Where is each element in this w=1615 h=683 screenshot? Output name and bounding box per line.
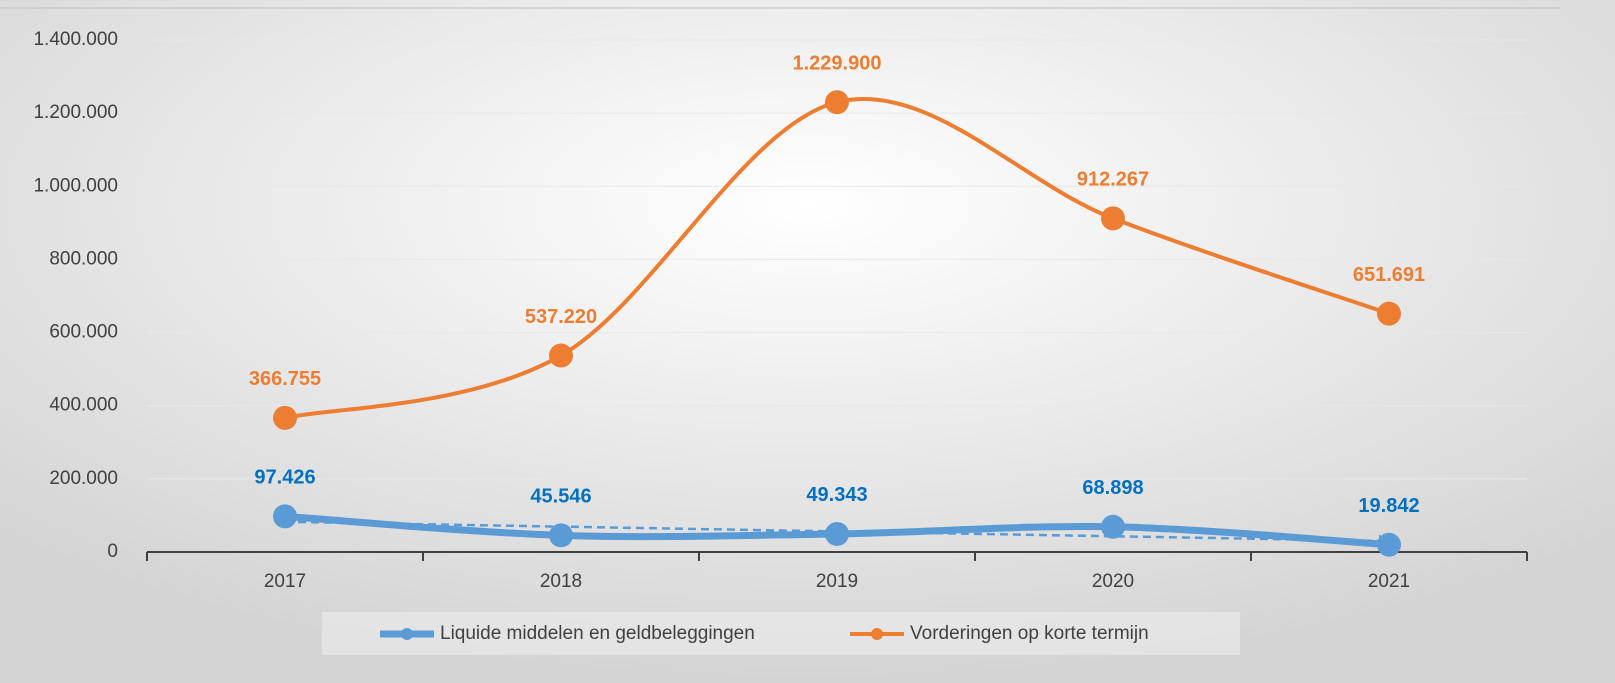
value-label: 68.898 bbox=[1082, 477, 1143, 499]
y-tick-label: 800.000 bbox=[49, 248, 118, 269]
point bbox=[273, 504, 297, 529]
y-tick-label: 1.200.000 bbox=[33, 102, 118, 123]
y-tick-label: 600.000 bbox=[49, 322, 118, 343]
value-label: 537.220 bbox=[525, 306, 597, 328]
value-label: 19.842 bbox=[1358, 495, 1419, 517]
x-tick-label: 2019 bbox=[816, 571, 858, 592]
value-label: 366.755 bbox=[249, 368, 321, 390]
point bbox=[825, 521, 849, 546]
x-tick-label: 2017 bbox=[264, 571, 306, 592]
point bbox=[273, 405, 297, 430]
value-label: 912.267 bbox=[1077, 169, 1149, 191]
point bbox=[1101, 206, 1125, 231]
point bbox=[549, 343, 573, 368]
value-label: 97.426 bbox=[254, 467, 315, 489]
legend-label: Vorderingen op korte termijn bbox=[910, 623, 1149, 644]
legend-label: Liquide middelen en geldbeleggingen bbox=[440, 623, 755, 644]
x-tick-label: 2020 bbox=[1092, 571, 1134, 592]
value-label: 45.546 bbox=[530, 486, 591, 508]
point bbox=[549, 523, 573, 548]
point bbox=[1377, 532, 1401, 557]
point bbox=[1101, 514, 1125, 539]
value-label: 1.229.900 bbox=[793, 52, 882, 74]
legend-box bbox=[322, 612, 1240, 655]
x-tick-label: 2021 bbox=[1368, 571, 1410, 592]
point bbox=[825, 90, 849, 115]
y-tick-label: 200.000 bbox=[49, 468, 118, 489]
x-tick-label: 2018 bbox=[540, 571, 582, 592]
point bbox=[1377, 301, 1401, 326]
value-label: 49.343 bbox=[806, 484, 867, 506]
y-tick-label: 400.000 bbox=[49, 395, 118, 416]
y-tick-label: 0 bbox=[107, 541, 118, 562]
legend-marker bbox=[871, 628, 883, 640]
y-tick-label: 1.400.000 bbox=[33, 29, 118, 50]
value-label: 651.691 bbox=[1353, 264, 1425, 286]
y-tick-label: 1.000.000 bbox=[33, 175, 118, 196]
legend-marker bbox=[401, 628, 413, 640]
